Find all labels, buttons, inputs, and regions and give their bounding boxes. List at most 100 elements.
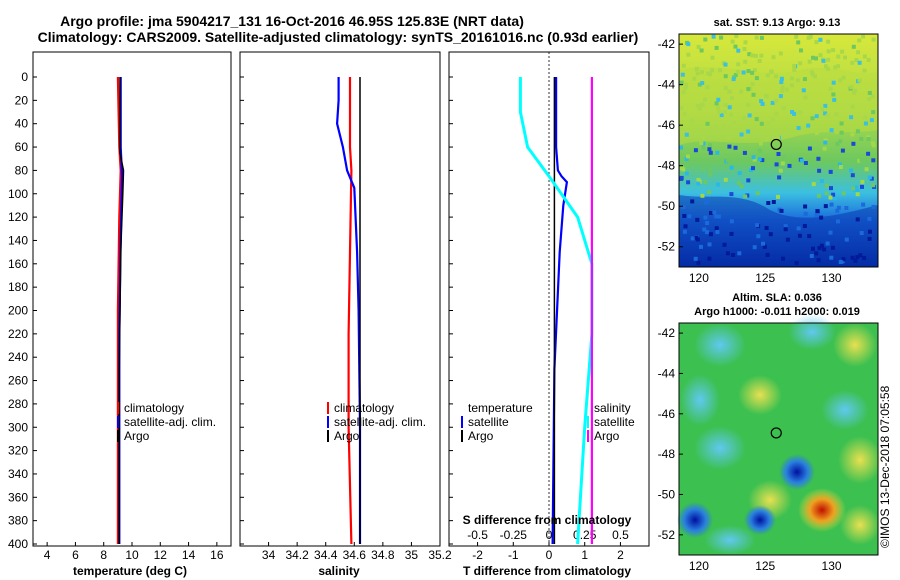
sst-pixel	[771, 200, 776, 204]
sst-pixel	[866, 151, 871, 156]
sst-pixel	[759, 53, 764, 58]
sst-pixel	[871, 37, 876, 42]
sst-pixel	[696, 103, 701, 108]
sst-pixel	[871, 141, 875, 146]
sst-pixel	[871, 143, 876, 148]
sst-pixel	[797, 110, 802, 115]
sst-pixel	[766, 121, 771, 126]
sst-pixel	[694, 66, 699, 71]
x-tick-label: 8	[100, 548, 107, 562]
sst-pixel	[834, 112, 839, 117]
legend-s-satellite-label: satellite	[594, 415, 635, 429]
sst-pixel	[716, 97, 721, 102]
depth-tick-label: 20	[15, 93, 29, 107]
depth-tick-label: 400	[8, 537, 28, 551]
lat-tick-label: -42	[658, 326, 676, 340]
sst-pixel	[778, 168, 783, 173]
sla-map-title-line1: Altim. SLA: 0.036	[732, 292, 822, 304]
sst-pixel	[834, 129, 839, 134]
depth-tick-label: 280	[8, 397, 28, 411]
sst-speckle	[679, 34, 877, 266]
sst-pixel	[743, 194, 748, 199]
sst-pixel	[696, 44, 701, 49]
sst-pixel	[819, 215, 824, 220]
sst-pixel	[777, 175, 782, 180]
sst-pixel	[861, 34, 866, 39]
sla-map-title-line2: Argo h1000: -0.011 h2000: 0.019	[694, 306, 860, 318]
sst-pixel	[746, 102, 751, 107]
sst-pixel	[727, 89, 732, 94]
lat-tick-label: -48	[658, 447, 676, 461]
depth-tick-label: 40	[15, 117, 29, 131]
sst-pixel	[733, 73, 738, 77]
x-tick-label: 34	[262, 548, 276, 562]
sst-pixel	[714, 101, 719, 106]
sst-pixel	[764, 94, 769, 98]
sst-pixel	[806, 123, 811, 128]
sst-pixel	[736, 181, 741, 185]
sst-pixel	[760, 102, 765, 106]
x-tick-label: 34.6	[343, 548, 367, 562]
sst-pixel	[716, 105, 720, 110]
sst-pixel	[707, 242, 712, 247]
temperature-xlabel: temperature (deg C)	[73, 564, 187, 578]
sst-pixel	[708, 172, 713, 177]
sst-pixel	[867, 91, 872, 95]
sst-pixel	[765, 252, 770, 257]
sst-pixel	[746, 87, 751, 92]
sst-pixel	[702, 227, 707, 232]
lat-tick-label: -44	[658, 366, 676, 380]
sst-pixel	[849, 115, 854, 120]
sla-eddy	[680, 374, 720, 426]
sst-pixel	[737, 251, 742, 256]
sst-pixel	[860, 179, 865, 184]
depth-tick-label: 80	[15, 163, 29, 177]
sst-pixel	[867, 216, 872, 221]
salinity-plot: 34 34.2 34.4 34.6 34.8 35 35.2	[262, 77, 452, 562]
sst-pixel	[871, 158, 876, 163]
x-tick-label: -1	[508, 548, 519, 562]
sst-pixel	[682, 229, 687, 234]
x-tick-label: 6	[72, 548, 79, 562]
sst-map-axes: -42 -44 -46 -48 -50 -52 120 125 130	[658, 37, 842, 285]
x-tick-label: 34.8	[371, 548, 395, 562]
sst-pixel	[790, 76, 794, 81]
sst-pixel	[717, 110, 722, 114]
sst-pixel	[871, 183, 876, 188]
sst-pixel	[828, 195, 833, 200]
x-tick-label: 12	[154, 548, 168, 562]
sst-pixel	[755, 223, 760, 228]
sst-pixel	[831, 192, 836, 197]
sst-pixel	[710, 68, 715, 73]
sst-pixel	[714, 45, 719, 50]
temperature-legend: climatology satellite-adj. clim. Argo	[117, 401, 216, 443]
sst-pixel	[700, 193, 705, 198]
sst-pixel	[855, 192, 860, 197]
sst-warm-band	[679, 67, 878, 145]
sst-pixel	[697, 106, 702, 111]
lat-tick-label: -46	[658, 407, 676, 421]
sst-pixel	[723, 74, 728, 79]
sst-pixel	[731, 77, 736, 82]
sst-pixel	[680, 72, 685, 77]
sst-pixel	[867, 175, 872, 180]
sst-pixel	[718, 68, 723, 73]
x-tick-label: 4	[44, 548, 51, 562]
depth-tick-label: 300	[8, 420, 28, 434]
sla-eddy	[798, 488, 846, 532]
sst-pixel	[843, 55, 847, 60]
sst-pixel	[850, 255, 855, 260]
lon-tick-label: 120	[689, 271, 709, 285]
sst-pixel	[825, 241, 830, 246]
sst-pixel	[751, 155, 756, 160]
sst-pixel	[854, 58, 859, 62]
sst-pixel	[824, 183, 829, 188]
sst-pixel	[681, 167, 686, 172]
sst-pixel	[840, 148, 845, 153]
legend-t-satellite-label: satellite	[468, 415, 509, 429]
sst-pixel	[862, 68, 867, 73]
sla-eddy	[744, 505, 776, 535]
sst-pixel	[681, 204, 686, 209]
sst-pixel	[855, 217, 860, 222]
